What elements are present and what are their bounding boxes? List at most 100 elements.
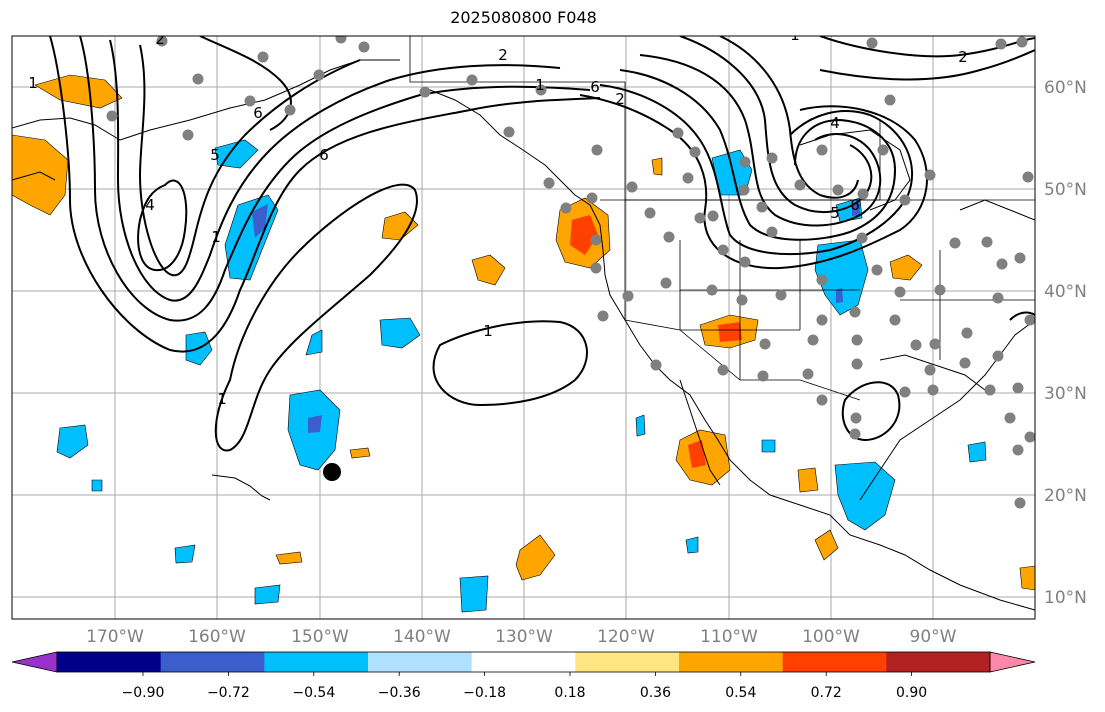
colorbar: −0.90 −0.72 −0.54 −0.36 −0.18 0.18 0.36 0.54 0.7… bbox=[11, 651, 1036, 701]
station-marker bbox=[856, 232, 868, 244]
station-marker bbox=[1014, 497, 1026, 509]
station-marker bbox=[851, 358, 863, 370]
station-marker bbox=[244, 95, 256, 107]
colorbar-tick-label: −0.36 bbox=[378, 685, 421, 701]
station-marker bbox=[466, 74, 478, 86]
shade-positive bbox=[1019, 565, 1035, 591]
lon-label: 140°W bbox=[393, 627, 451, 647]
shade-strong-negative bbox=[252, 204, 268, 238]
station-marker bbox=[889, 314, 901, 326]
colorbar-segment bbox=[264, 652, 369, 672]
station-marker bbox=[1012, 444, 1024, 456]
station-marker bbox=[959, 357, 971, 369]
station-marker bbox=[739, 256, 751, 268]
shade-positive bbox=[797, 467, 819, 493]
lat-label: 40°N bbox=[1044, 282, 1087, 302]
shade-negative bbox=[91, 479, 103, 492]
contour-label: 4 bbox=[830, 114, 840, 132]
station-marker bbox=[257, 51, 269, 63]
station-marker bbox=[775, 289, 787, 301]
contour-label: 6 bbox=[319, 146, 329, 164]
shade-positive bbox=[381, 211, 419, 241]
station-marker bbox=[717, 364, 729, 376]
station-marker bbox=[816, 144, 828, 156]
colorbar-tick-label: 0.18 bbox=[554, 685, 585, 701]
contour-label: 4 bbox=[145, 196, 155, 214]
colorbar-tick-label: 0.54 bbox=[725, 685, 756, 701]
shade-negative bbox=[56, 424, 89, 459]
contour-label: 1 bbox=[790, 26, 800, 44]
contour-label: 6 bbox=[850, 196, 860, 214]
station-marker bbox=[899, 194, 911, 206]
contour-label: 2 bbox=[498, 46, 508, 64]
station-marker bbox=[543, 177, 555, 189]
station-marker bbox=[992, 292, 1004, 304]
lon-label: 90°W bbox=[910, 627, 957, 647]
station-marker bbox=[689, 146, 701, 158]
lon-label: 120°W bbox=[597, 627, 655, 647]
station-marker bbox=[597, 310, 609, 322]
station-marker bbox=[871, 264, 883, 276]
station-markers bbox=[106, 36, 1035, 509]
lon-label: 110°W bbox=[700, 627, 758, 647]
shade-positive bbox=[12, 134, 69, 216]
station-marker bbox=[707, 210, 719, 222]
shade-positive bbox=[34, 74, 123, 109]
station-marker bbox=[816, 394, 828, 406]
station-marker bbox=[717, 244, 729, 256]
contour-label: 6 bbox=[590, 78, 600, 96]
station-marker bbox=[1016, 36, 1028, 48]
station-marker bbox=[934, 284, 946, 296]
station-marker bbox=[590, 262, 602, 274]
lat-label: 30°N bbox=[1044, 384, 1087, 404]
station-marker bbox=[192, 73, 204, 85]
station-marker bbox=[849, 306, 861, 318]
shade-positive bbox=[349, 447, 371, 459]
contour-label: 6 bbox=[253, 104, 263, 122]
contour-label: 2 bbox=[615, 90, 625, 108]
contour-label: 2 bbox=[958, 48, 968, 66]
contour-label: 1 bbox=[535, 76, 545, 94]
station-marker bbox=[672, 127, 684, 139]
lon-label: 130°W bbox=[495, 627, 553, 647]
station-marker bbox=[682, 172, 694, 184]
station-marker bbox=[156, 36, 168, 47]
station-marker bbox=[924, 364, 936, 376]
colorbar-extend-low bbox=[11, 651, 58, 673]
station-marker bbox=[832, 184, 844, 196]
contour-label: 1 bbox=[211, 228, 221, 246]
station-marker bbox=[894, 286, 906, 298]
station-marker bbox=[924, 169, 936, 181]
station-marker bbox=[766, 152, 778, 164]
station-marker bbox=[650, 359, 662, 371]
map-title: 2025080800 F048 bbox=[450, 8, 597, 27]
colorbar-segment bbox=[471, 652, 576, 672]
station-marker bbox=[1024, 431, 1035, 443]
station-marker bbox=[807, 334, 819, 346]
shade-negative bbox=[305, 329, 323, 356]
colorbar-extend-high bbox=[989, 651, 1036, 673]
colorbar-tick-label: 0.72 bbox=[811, 685, 842, 701]
station-marker bbox=[1004, 412, 1016, 424]
colorbar-tick-label: −0.72 bbox=[207, 685, 250, 701]
station-marker bbox=[736, 294, 748, 306]
lon-label: 100°W bbox=[802, 627, 860, 647]
lat-label: 60°N bbox=[1044, 78, 1087, 98]
shade-positive bbox=[651, 157, 663, 176]
coastlines bbox=[12, 59, 1035, 611]
station-marker bbox=[503, 126, 515, 138]
station-marker bbox=[626, 181, 638, 193]
station-marker bbox=[738, 184, 750, 196]
station-marker bbox=[106, 110, 118, 122]
contour-label: 1 bbox=[28, 74, 38, 92]
shade-negative bbox=[174, 544, 196, 564]
shade-negative bbox=[459, 575, 489, 613]
station-marker bbox=[927, 384, 939, 396]
station-marker bbox=[877, 144, 889, 156]
shade-strong-positive bbox=[718, 322, 742, 342]
shade-negative bbox=[685, 536, 699, 554]
shade-negative bbox=[635, 414, 646, 437]
station-marker bbox=[794, 179, 806, 191]
colorbar-tick-label: −0.18 bbox=[463, 685, 506, 701]
